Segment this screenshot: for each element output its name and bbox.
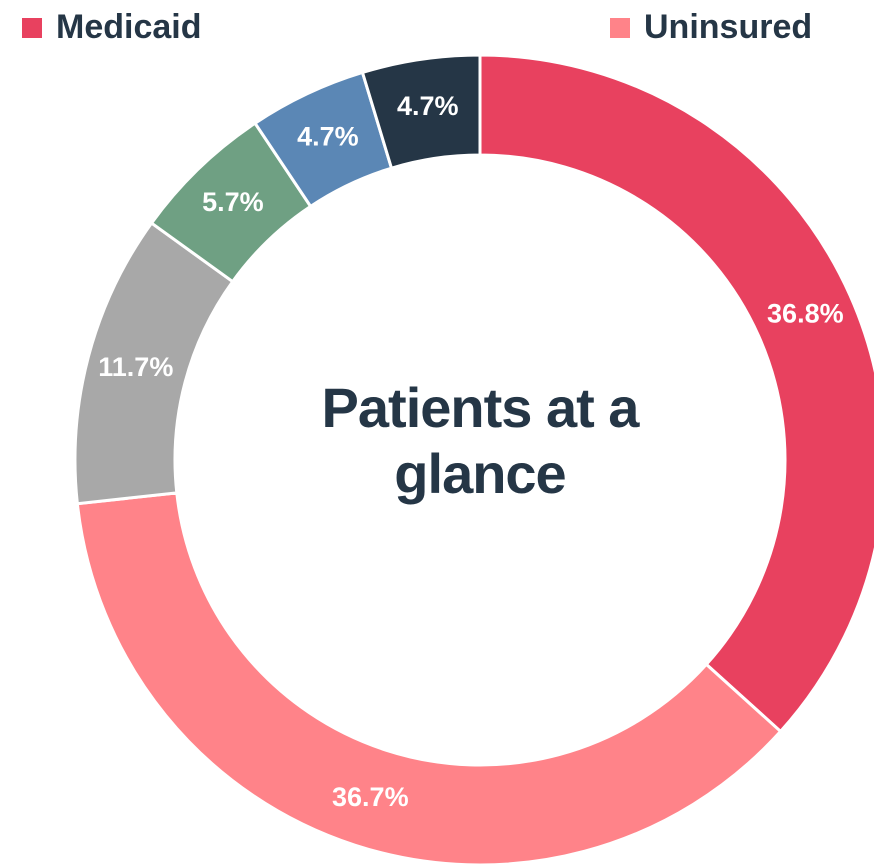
data-label: 4.7%: [297, 121, 359, 151]
data-label: 4.7%: [397, 91, 459, 121]
donut-segment: [360, 53, 482, 170]
legend-label: Medicaid: [56, 8, 201, 46]
data-label: 11.7%: [98, 352, 173, 382]
donut-segment: [478, 53, 874, 734]
legend-label: Uninsured: [644, 8, 812, 46]
data-label: 36.7%: [332, 782, 409, 812]
legend-swatch: [22, 18, 42, 38]
donut-segment: [75, 491, 783, 867]
data-label: 5.7%: [202, 187, 264, 217]
chart-title: Patients at a glance: [321, 376, 640, 505]
legend-swatch: [610, 18, 630, 38]
data-label: 36.8%: [767, 299, 844, 329]
